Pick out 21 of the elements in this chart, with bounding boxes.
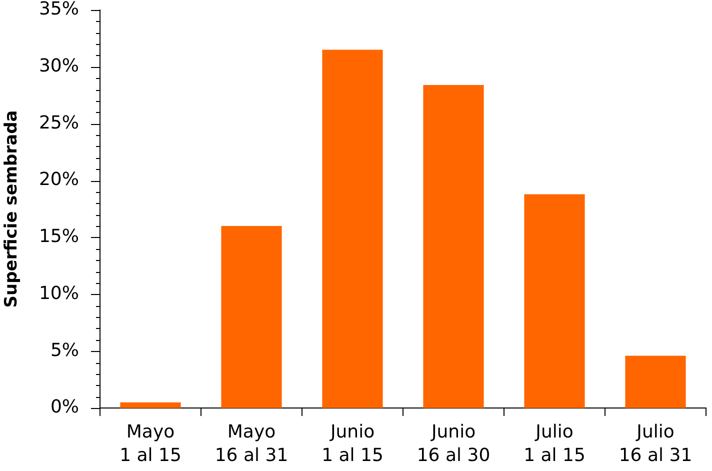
- y-tick-label: 30%: [38, 56, 79, 77]
- y-tick-label: 0%: [50, 396, 79, 418]
- x-tick-label: Mayo 16 al 31: [214, 421, 288, 466]
- y-axis-title: Superficie sembrada: [2, 110, 22, 308]
- bar: [625, 356, 686, 408]
- bar: [221, 226, 282, 408]
- bar: [423, 85, 484, 408]
- y-tick-label: 10%: [38, 282, 79, 304]
- x-tick-label: Mayo 1 al 15: [120, 421, 182, 466]
- y-tick-label: 5%: [50, 340, 79, 361]
- y-tick-label: 35%: [38, 0, 79, 20]
- x-tick-label: Julio 1 al 15: [524, 421, 586, 466]
- x-tick-label: Julio 16 al 31: [618, 421, 692, 466]
- y-tick-label: 20%: [38, 169, 79, 190]
- bar: [322, 50, 383, 408]
- bar: [120, 402, 181, 408]
- x-tick-label: Junio 16 al 30: [416, 421, 490, 466]
- x-tick-label: Junio 1 al 15: [322, 421, 384, 466]
- y-tick-label: 25%: [38, 112, 79, 134]
- bar: [524, 194, 585, 408]
- y-tick-label: 15%: [38, 226, 79, 248]
